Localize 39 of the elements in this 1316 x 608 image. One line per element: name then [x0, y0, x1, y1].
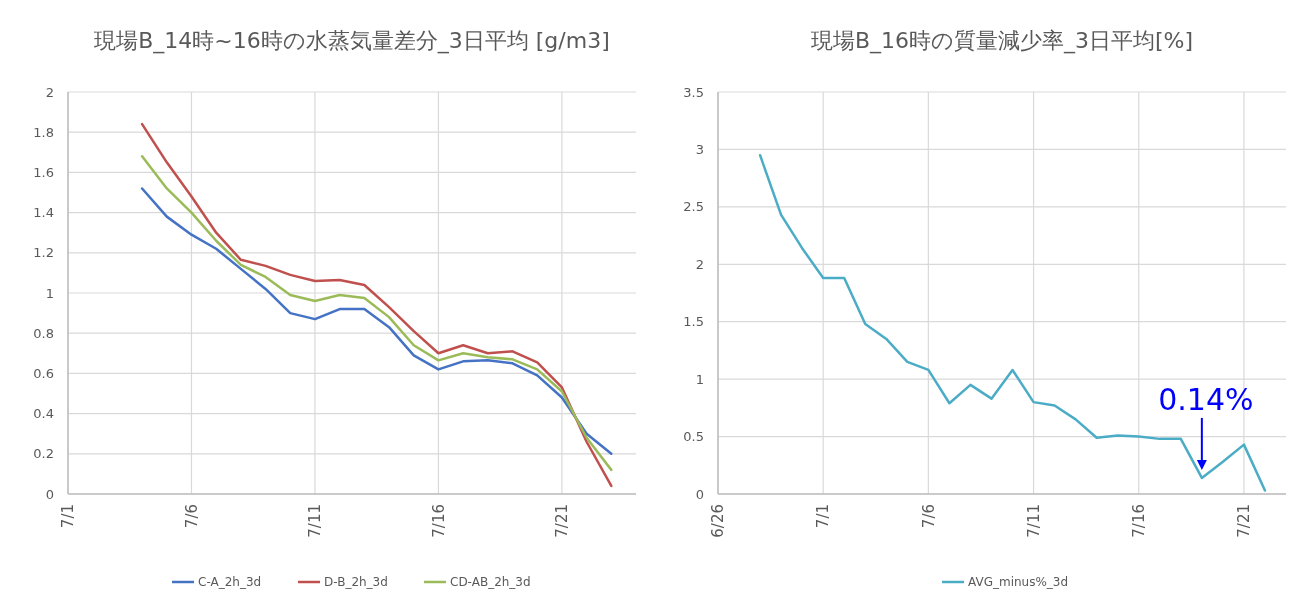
y-tick-label: 0.4 [33, 406, 54, 422]
x-tick-label: 7/6 [919, 504, 938, 529]
y-tick-label: 1.2 [33, 245, 54, 261]
legend-label: CD-AB_2h_3d [450, 575, 531, 590]
y-tick-label: 0.5 [683, 429, 704, 445]
legend-label: D-B_2h_3d [324, 575, 388, 590]
y-tick-label: 0.8 [33, 325, 54, 341]
legend-label: AVG_minus%_3d [968, 575, 1069, 590]
x-tick-label: 7/16 [1129, 504, 1148, 538]
y-tick-label: 1.6 [33, 164, 54, 180]
y-tick-label: 3 [695, 141, 704, 157]
y-tick-label: 1.5 [683, 314, 704, 330]
y-tick-label: 1 [45, 285, 54, 301]
y-tick-label: 0.6 [33, 365, 54, 381]
x-tick-label: 7/21 [1235, 504, 1254, 538]
annotation: 0.14% [1158, 381, 1254, 417]
x-tick-label: 7/1 [814, 504, 833, 529]
x-tick-label: 7/11 [1024, 504, 1043, 538]
y-tick-label: 1 [695, 371, 704, 387]
x-tick-label: 7/11 [306, 504, 325, 538]
x-tick-label: 7/21 [553, 504, 572, 538]
legend-label: C-A_2h_3d [198, 575, 262, 590]
x-tick-label: 7/6 [182, 504, 201, 529]
y-tick-label: 3.5 [683, 84, 704, 100]
y-tick-label: 2.5 [683, 199, 704, 215]
chart-title: 現場B_16時の質量減少率_3日平均[%] [810, 28, 1194, 54]
chart-title: 現場B_14時~16時の水蒸気量差分_3日平均 [g/m3] [94, 28, 610, 54]
line-series [758, 153, 1267, 492]
y-tick-label: 2 [695, 256, 704, 272]
x-tick-label: 7/1 [59, 504, 78, 529]
x-tick-label: 6/26 [709, 504, 728, 538]
x-tick-label: 7/16 [429, 504, 448, 538]
y-tick-label: 0.2 [33, 446, 54, 462]
line-series [140, 187, 613, 456]
y-tick-label: 1.8 [33, 124, 54, 140]
y-tick-label: 0 [45, 486, 54, 502]
y-tick-label: 1.4 [33, 205, 54, 221]
y-tick-label: 2 [45, 84, 54, 100]
y-tick-label: 0 [695, 486, 704, 502]
